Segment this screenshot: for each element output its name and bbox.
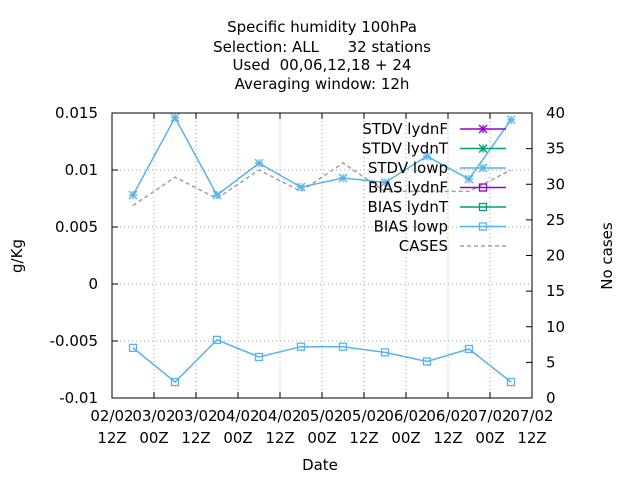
y2-tick-label: 30 [546, 175, 565, 193]
y2-tick-label: 35 [546, 140, 565, 158]
x-tick-label: 00Z [391, 429, 420, 447]
x-tick-label: 12Z [181, 429, 210, 447]
series-line [132, 339, 512, 384]
x-tick-label: 12Z [97, 429, 126, 447]
data-point [422, 151, 432, 161]
data-point [506, 377, 516, 387]
data-point [478, 183, 488, 192]
data-point [128, 343, 138, 352]
x-tick-label: 07/02 [468, 407, 511, 425]
legend-label: STDV lowp [368, 159, 448, 177]
x-tick-label: 04/02 [258, 407, 301, 425]
y2-tick-label: 25 [546, 211, 565, 229]
data-point [212, 190, 222, 200]
plot-frame [111, 112, 533, 399]
title-line-3: Used 00,06,12,18 + 24 [233, 56, 412, 74]
data-point [338, 173, 348, 183]
x-tick-label: 04/02 [216, 407, 259, 425]
data-point [478, 124, 488, 134]
x-tick-label: 12Z [265, 429, 294, 447]
data-point [478, 144, 488, 153]
x-tick-label: 00Z [475, 429, 504, 447]
data-point [464, 344, 474, 354]
title-line-2: Selection: ALL 32 stations [213, 38, 431, 56]
y-tick-label: 0.01 [65, 161, 98, 179]
x-tick-label: 05/02 [342, 407, 385, 425]
data-point [422, 357, 432, 366]
x-tick-label: 03/02 [174, 407, 217, 425]
data-point [170, 377, 180, 387]
series-line [132, 161, 512, 207]
legend-label: STDV lydnF [362, 120, 448, 138]
y-axis-label: g/Kg [8, 239, 26, 273]
data-point [170, 113, 180, 123]
data-point [478, 222, 488, 231]
data-point [464, 174, 474, 184]
title-line-4: Averaging window: 12h [235, 75, 410, 93]
legend-label: BIAS lydnF [368, 179, 448, 197]
x-tick-label: 07/02 [510, 407, 553, 425]
x-tick-label: 03/02 [132, 407, 175, 425]
data-point [380, 348, 390, 357]
data-point [128, 190, 138, 200]
data-point [254, 352, 264, 362]
x-axis-label: Date [302, 456, 338, 474]
axes: 02/02 12Z 03/02 00Z 03/02 12Z 04/02 00Z 04/02 12Z… [50, 104, 565, 447]
y2-tick-label: 20 [546, 247, 565, 265]
series-stdv-lowp [128, 113, 516, 200]
x-tick-label: 12Z [433, 429, 462, 447]
data-point [296, 342, 306, 351]
series-line [132, 116, 512, 197]
data-point [506, 115, 516, 125]
y-tick-label: 0.005 [55, 218, 98, 236]
y2-tick-label: 5 [546, 353, 556, 371]
grid [112, 113, 532, 398]
chart-title: Specific humidity 100hPa Selection: ALL … [213, 18, 431, 93]
x-tick-label: 05/02 [300, 407, 343, 425]
legend-label: CASES [399, 237, 448, 255]
y2-tick-label: 40 [546, 104, 565, 122]
x-tick-label: 00Z [223, 429, 252, 447]
series-bias-lowp [128, 335, 516, 387]
data-point [380, 178, 390, 187]
y2-tick-label: 0 [546, 389, 556, 407]
y2-tick-label: 15 [546, 282, 565, 300]
y2-axis-label: No cases [598, 222, 616, 290]
legend-label: BIAS lowp [374, 218, 448, 236]
legend-label: BIAS lydnT [367, 198, 448, 216]
y-tick-label: -0.005 [50, 332, 98, 350]
x-tick-label: 00Z [139, 429, 168, 447]
x-tick-label: 12Z [517, 429, 546, 447]
x-tick-label: 06/02 [384, 407, 427, 425]
legend-label: STDV lydnT [362, 140, 449, 158]
x-tick-label: 12Z [349, 429, 378, 447]
y-tick-label: 0.015 [55, 104, 98, 122]
data-point [254, 158, 264, 168]
data-point [478, 202, 488, 212]
x-tick-label: 00Z [307, 429, 336, 447]
y2-tick-label: 10 [546, 318, 565, 336]
data-point [338, 342, 348, 351]
data-point [296, 182, 306, 192]
title-line-1: Specific humidity 100hPa [227, 18, 417, 36]
data-point [478, 163, 488, 173]
series-layer [128, 113, 516, 387]
series-cases [132, 161, 512, 207]
y-tick-label: -0.01 [59, 389, 98, 407]
y-tick-label: 0 [88, 275, 98, 293]
data-point [212, 335, 222, 345]
x-tick-label: 06/02 [426, 407, 469, 425]
x-tick-label: 02/02 [90, 407, 133, 425]
